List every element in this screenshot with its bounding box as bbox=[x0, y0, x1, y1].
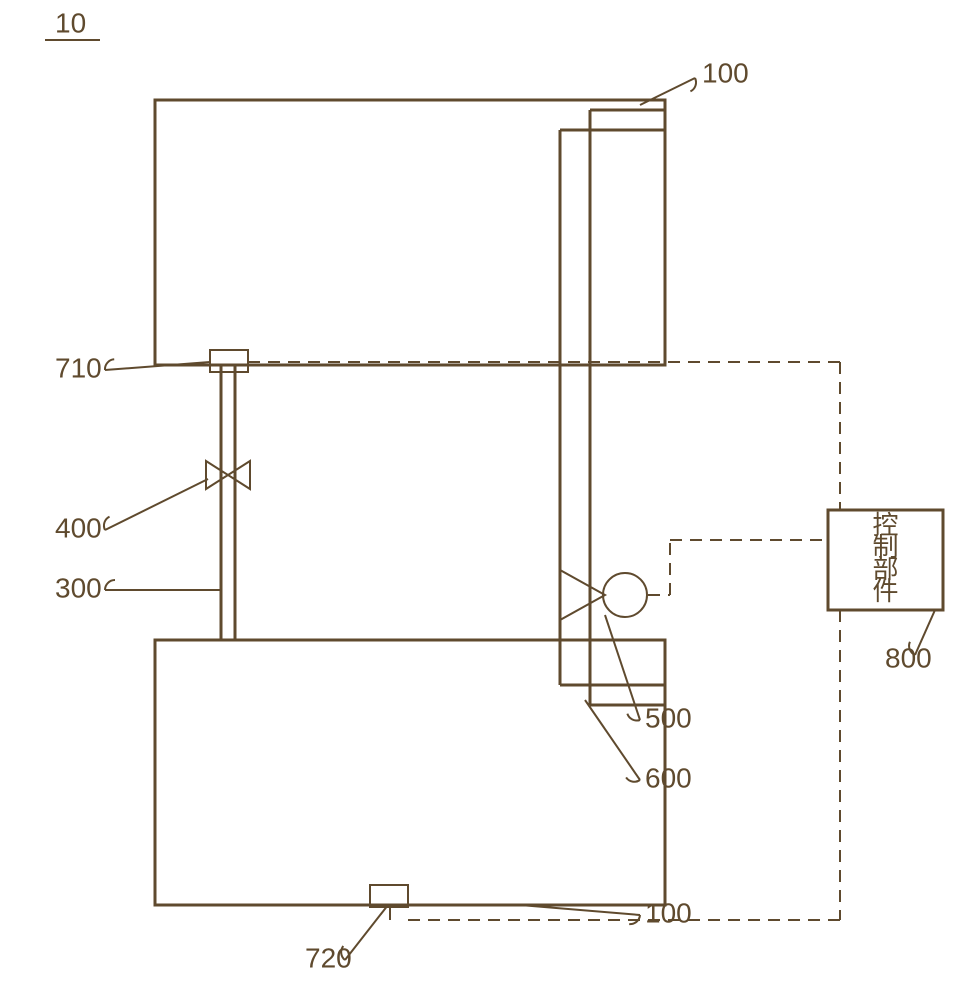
label-400: 400 bbox=[55, 512, 102, 543]
valve-right bbox=[228, 461, 250, 489]
pump-triangle bbox=[560, 570, 605, 620]
label-710: 710 bbox=[55, 352, 102, 383]
label-720: 720 bbox=[305, 942, 352, 973]
label-600: 600 bbox=[645, 762, 692, 793]
pump-circle bbox=[603, 573, 647, 617]
valve-left bbox=[206, 461, 228, 489]
label-100-bottom: 100 bbox=[645, 897, 692, 928]
label-100-top: 100 bbox=[702, 57, 749, 88]
control-box-text: 件 bbox=[872, 576, 898, 606]
label-500: 500 bbox=[645, 702, 692, 733]
label-800: 800 bbox=[885, 642, 932, 673]
label-300: 300 bbox=[55, 572, 102, 603]
sensor-top bbox=[210, 350, 248, 372]
figure-number: 10 bbox=[55, 7, 86, 38]
